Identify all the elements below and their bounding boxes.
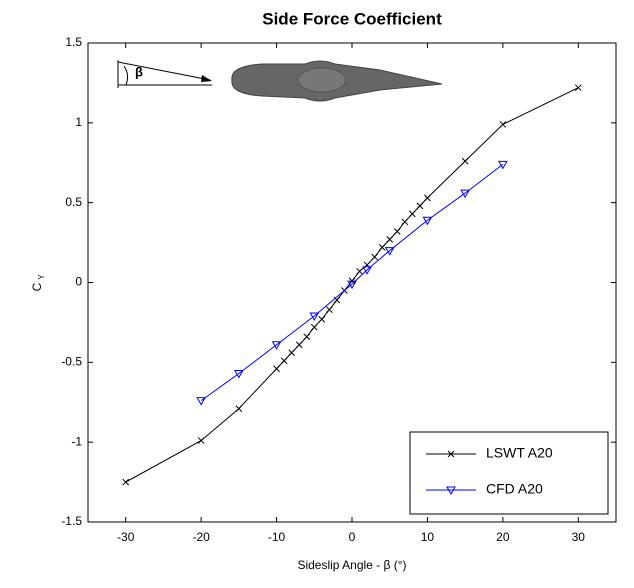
- y-tick-label: 0.5: [65, 195, 82, 209]
- marker: [386, 236, 394, 243]
- x-tick-label: -10: [268, 530, 286, 544]
- marker: [288, 349, 296, 357]
- marker: [347, 280, 357, 290]
- marker: [499, 121, 507, 128]
- marker: [384, 247, 395, 256]
- marker: [401, 218, 409, 226]
- marker: [310, 323, 318, 331]
- marker: [197, 437, 205, 444]
- marker: [235, 405, 243, 412]
- marker: [461, 157, 469, 165]
- x-tick-label: 30: [572, 530, 586, 544]
- legend: LSWT A20 CFD A20: [409, 431, 609, 515]
- marker: [424, 194, 431, 202]
- marker: [273, 365, 280, 373]
- marker: [326, 306, 333, 313]
- marker: [122, 478, 130, 486]
- legend-label: CFD A20: [486, 481, 543, 497]
- marker: [295, 341, 303, 349]
- marker: [356, 267, 363, 275]
- marker: [371, 253, 378, 261]
- marker: [318, 315, 326, 323]
- marker: [280, 357, 288, 365]
- marker: [422, 216, 433, 226]
- marker: [303, 333, 311, 341]
- chart-title: Side Force Coefficient: [262, 9, 442, 28]
- angle-arc: [123, 65, 129, 86]
- marker: [333, 296, 341, 304]
- legend-label: LSWT A20: [486, 445, 553, 461]
- y-tick-label: -1.5: [61, 514, 82, 528]
- x-tick-label: 20: [496, 530, 510, 544]
- y-axis-label: C Y: [30, 274, 46, 292]
- marker: [393, 228, 401, 235]
- y-tick-label: -1: [71, 434, 82, 448]
- x-tick-label: -30: [117, 530, 135, 544]
- y-tick-label: 1.5: [65, 35, 82, 49]
- marker: [271, 341, 282, 350]
- marker: [408, 210, 416, 218]
- aircraft-detail: [297, 67, 347, 93]
- annotation: β: [135, 64, 143, 79]
- y-axis-label-sub: Y: [37, 274, 46, 280]
- inset-diagram: β: [117, 60, 443, 102]
- y-axis-label-main: C: [30, 282, 44, 291]
- y-tick-label: 0: [75, 275, 82, 289]
- marker: [196, 397, 207, 406]
- x-tick-label: 10: [421, 530, 435, 544]
- arrow-line: [117, 61, 211, 81]
- series-line: [125, 87, 579, 483]
- legend-marker: [446, 486, 456, 496]
- arrow-head: [201, 75, 212, 82]
- y-tick-label: -0.5: [61, 355, 82, 369]
- marker: [233, 370, 244, 379]
- x-tick-label: -20: [192, 530, 210, 544]
- marker: [460, 189, 471, 199]
- legend-marker: [447, 450, 455, 458]
- x-tick-label: 0: [349, 530, 356, 544]
- marker: [497, 160, 508, 170]
- marker: [378, 244, 386, 251]
- marker: [574, 84, 582, 92]
- marker: [416, 202, 424, 210]
- legend-box: [409, 431, 609, 515]
- series-line: [200, 163, 504, 402]
- marker: [309, 312, 320, 322]
- y-tick-label: 1: [75, 115, 82, 129]
- marker: [362, 266, 372, 275]
- x-axis-label: Sideslip Angle - β (°): [297, 558, 406, 572]
